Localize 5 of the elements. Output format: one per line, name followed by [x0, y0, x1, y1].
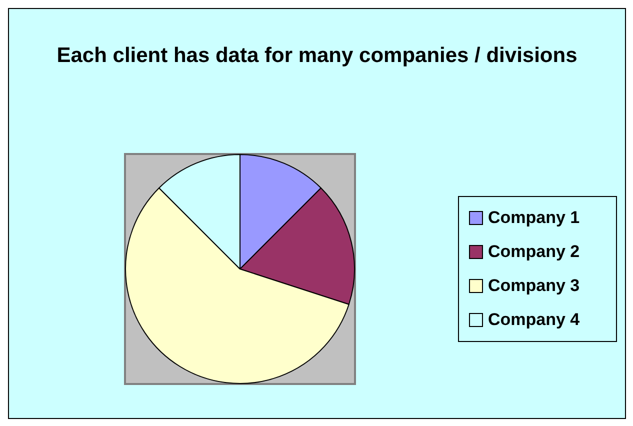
legend-label: Company 1 — [488, 208, 580, 228]
legend-label: Company 4 — [488, 310, 580, 330]
chart-title: Each client has data for many companies / divisions — [56, 43, 578, 69]
legend-label: Company 2 — [488, 242, 580, 262]
legend-label: Company 3 — [488, 276, 580, 296]
